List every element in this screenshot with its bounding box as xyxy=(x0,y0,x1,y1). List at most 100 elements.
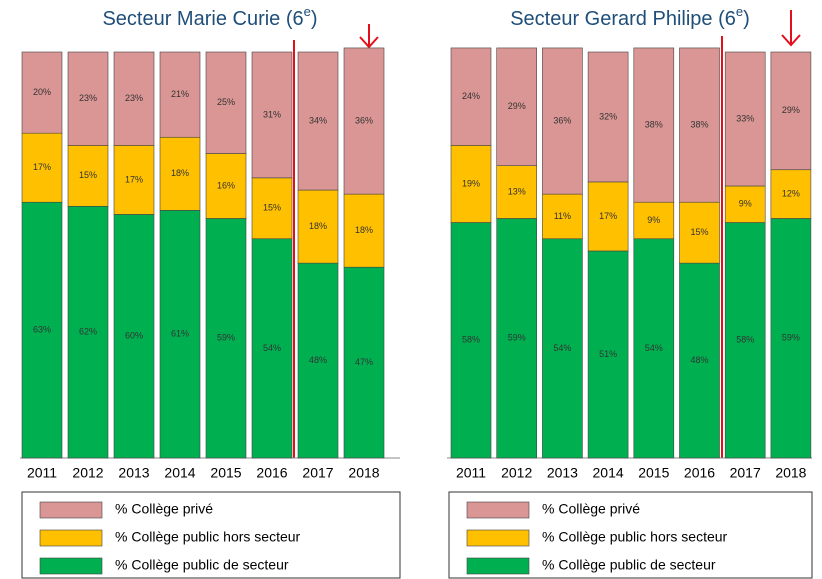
title-part: e xyxy=(736,4,743,19)
bar-segment xyxy=(67,145,109,207)
x-tick-label: 2018 xyxy=(775,465,806,481)
legend-box xyxy=(21,491,401,579)
legend-swatch xyxy=(39,501,103,519)
data-label: 13% xyxy=(508,186,526,196)
bar-segment xyxy=(770,218,812,459)
data-label: 59% xyxy=(217,333,235,343)
bar-segment xyxy=(724,51,766,187)
bar-segment xyxy=(205,51,247,154)
data-label: 38% xyxy=(645,119,663,129)
data-label: 32% xyxy=(599,111,617,121)
legend-label: % Collège privé xyxy=(115,501,213,517)
data-label: 19% xyxy=(462,178,480,188)
bar-segment xyxy=(297,189,339,264)
data-label: 15% xyxy=(263,203,281,213)
data-label: 16% xyxy=(217,180,235,190)
data-label: 58% xyxy=(462,335,480,345)
data-label: 17% xyxy=(33,162,51,172)
legend-swatch xyxy=(466,501,530,519)
legend-label: % Collège public hors secteur xyxy=(542,529,728,545)
data-label: 61% xyxy=(171,329,189,339)
x-tick-label: 2015 xyxy=(638,465,669,481)
x-tick-label: 2013 xyxy=(547,465,578,481)
data-label: 33% xyxy=(736,113,754,123)
bar-segment xyxy=(343,193,385,268)
bar-segment xyxy=(159,51,201,138)
arrow xyxy=(781,10,801,47)
bar-segment xyxy=(205,153,247,219)
x-tick-label: 2011 xyxy=(456,465,486,481)
data-label: 31% xyxy=(263,109,281,119)
arrow xyxy=(359,24,379,49)
bar-segment xyxy=(724,222,766,459)
x-tick-label: 2011 xyxy=(27,465,57,481)
bar-segment xyxy=(679,262,720,459)
bar-segment xyxy=(251,51,293,179)
data-label: 18% xyxy=(355,225,373,235)
legend-label: % Collège public de secteur xyxy=(115,557,289,573)
data-label: 17% xyxy=(599,211,617,221)
bar-segment xyxy=(450,222,492,459)
x-tick-label: 2014 xyxy=(164,465,195,481)
x-tick-label: 2018 xyxy=(348,465,379,481)
data-label: 17% xyxy=(125,174,143,184)
data-label: 15% xyxy=(690,227,708,237)
chart-title: Secteur Marie Curie (6e) xyxy=(102,4,317,30)
data-label: 54% xyxy=(263,343,281,353)
data-label: 9% xyxy=(739,199,752,209)
bar-segment xyxy=(770,169,812,219)
bar-segment xyxy=(450,145,492,223)
title-part: ) xyxy=(311,8,318,30)
x-tick-label: 2017 xyxy=(302,465,333,481)
bar-segment xyxy=(113,51,155,146)
data-label: 9% xyxy=(647,215,660,225)
x-tick-label: 2014 xyxy=(593,465,624,481)
data-label: 54% xyxy=(553,343,571,353)
x-tick-label: 2013 xyxy=(118,465,149,481)
bar-segment xyxy=(159,136,201,211)
bar-segment xyxy=(679,47,720,203)
bar-segment xyxy=(67,205,109,459)
x-tick-label: 2016 xyxy=(684,465,715,481)
data-label: 51% xyxy=(599,349,617,359)
data-label: 21% xyxy=(171,89,189,99)
title-part: Secteur Gerard Philipe (6 xyxy=(510,8,736,30)
data-label: 23% xyxy=(79,93,97,103)
bar-segment xyxy=(496,47,538,166)
data-label: 29% xyxy=(508,101,526,111)
data-label: 25% xyxy=(217,97,235,107)
bar-segment xyxy=(770,51,812,171)
data-label: 60% xyxy=(125,331,143,341)
bar-segment xyxy=(67,51,109,146)
data-label: 18% xyxy=(309,221,327,231)
data-label: 11% xyxy=(554,211,571,221)
data-label: 24% xyxy=(462,91,480,101)
data-label: 59% xyxy=(508,333,526,343)
bar-segment xyxy=(496,218,538,459)
data-label: 20% xyxy=(33,87,51,97)
x-tick-label: 2016 xyxy=(256,465,287,481)
data-label: 47% xyxy=(355,357,373,367)
bar-segment xyxy=(679,201,720,264)
bar-segment xyxy=(297,262,339,459)
x-tick-label: 2012 xyxy=(501,465,532,481)
data-label: 34% xyxy=(309,115,327,125)
data-label: 48% xyxy=(309,355,327,365)
data-label: 62% xyxy=(79,327,97,337)
x-tick-label: 2017 xyxy=(730,465,761,481)
data-label: 36% xyxy=(553,115,571,125)
data-label: 38% xyxy=(690,119,708,129)
data-label: 59% xyxy=(782,333,800,343)
bar-segment xyxy=(205,218,247,459)
bar-segment xyxy=(633,201,675,240)
bar-segment xyxy=(633,47,675,203)
legend-swatch xyxy=(39,557,103,575)
bar-segment xyxy=(297,51,339,191)
bar-segment xyxy=(343,266,385,459)
legend-label: % Collège public hors secteur xyxy=(115,529,301,545)
data-label: 23% xyxy=(125,93,143,103)
data-label: 12% xyxy=(782,188,800,198)
legend-label: % Collège public de secteur xyxy=(542,557,716,573)
bar-segment xyxy=(251,177,293,240)
